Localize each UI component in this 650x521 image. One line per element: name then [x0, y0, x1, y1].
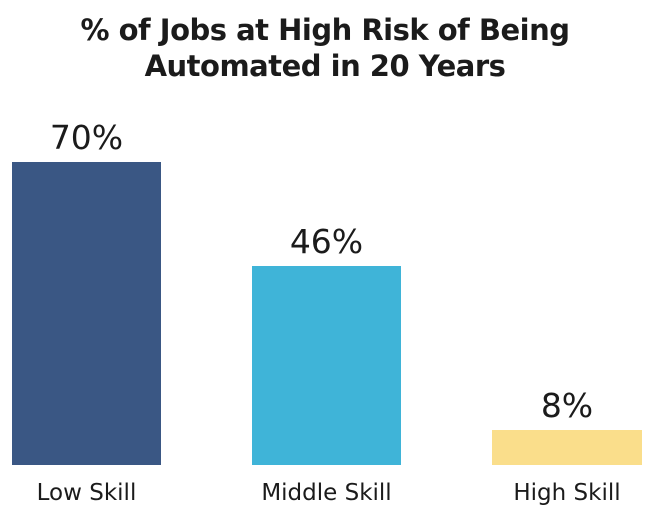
bar-group-low-skill: 70% [12, 117, 161, 465]
bar-high-skill [492, 430, 642, 465]
value-label-middle-skill: 46% [289, 221, 364, 261]
category-label-middle-skill: Middle Skill [261, 480, 392, 506]
chart-title-line-1: % of Jobs at High Risk of Being [80, 13, 570, 47]
category-label-low-skill: Low Skill [36, 480, 137, 506]
bar-middle-skill [252, 266, 401, 465]
value-label-low-skill: 70% [49, 117, 124, 157]
plot-area: 70% 46% 8% [12, 117, 642, 465]
chart-title-line-2: Automated in 20 Years [144, 49, 506, 83]
bar-group-middle-skill: 46% [252, 221, 401, 465]
value-label-high-skill: 8% [540, 385, 594, 425]
bar-low-skill [12, 162, 161, 465]
chart-title: % of Jobs at High Risk of Being Automated… [0, 12, 650, 84]
bar-group-high-skill: 8% [492, 385, 642, 465]
category-label-high-skill: High Skill [513, 480, 621, 506]
